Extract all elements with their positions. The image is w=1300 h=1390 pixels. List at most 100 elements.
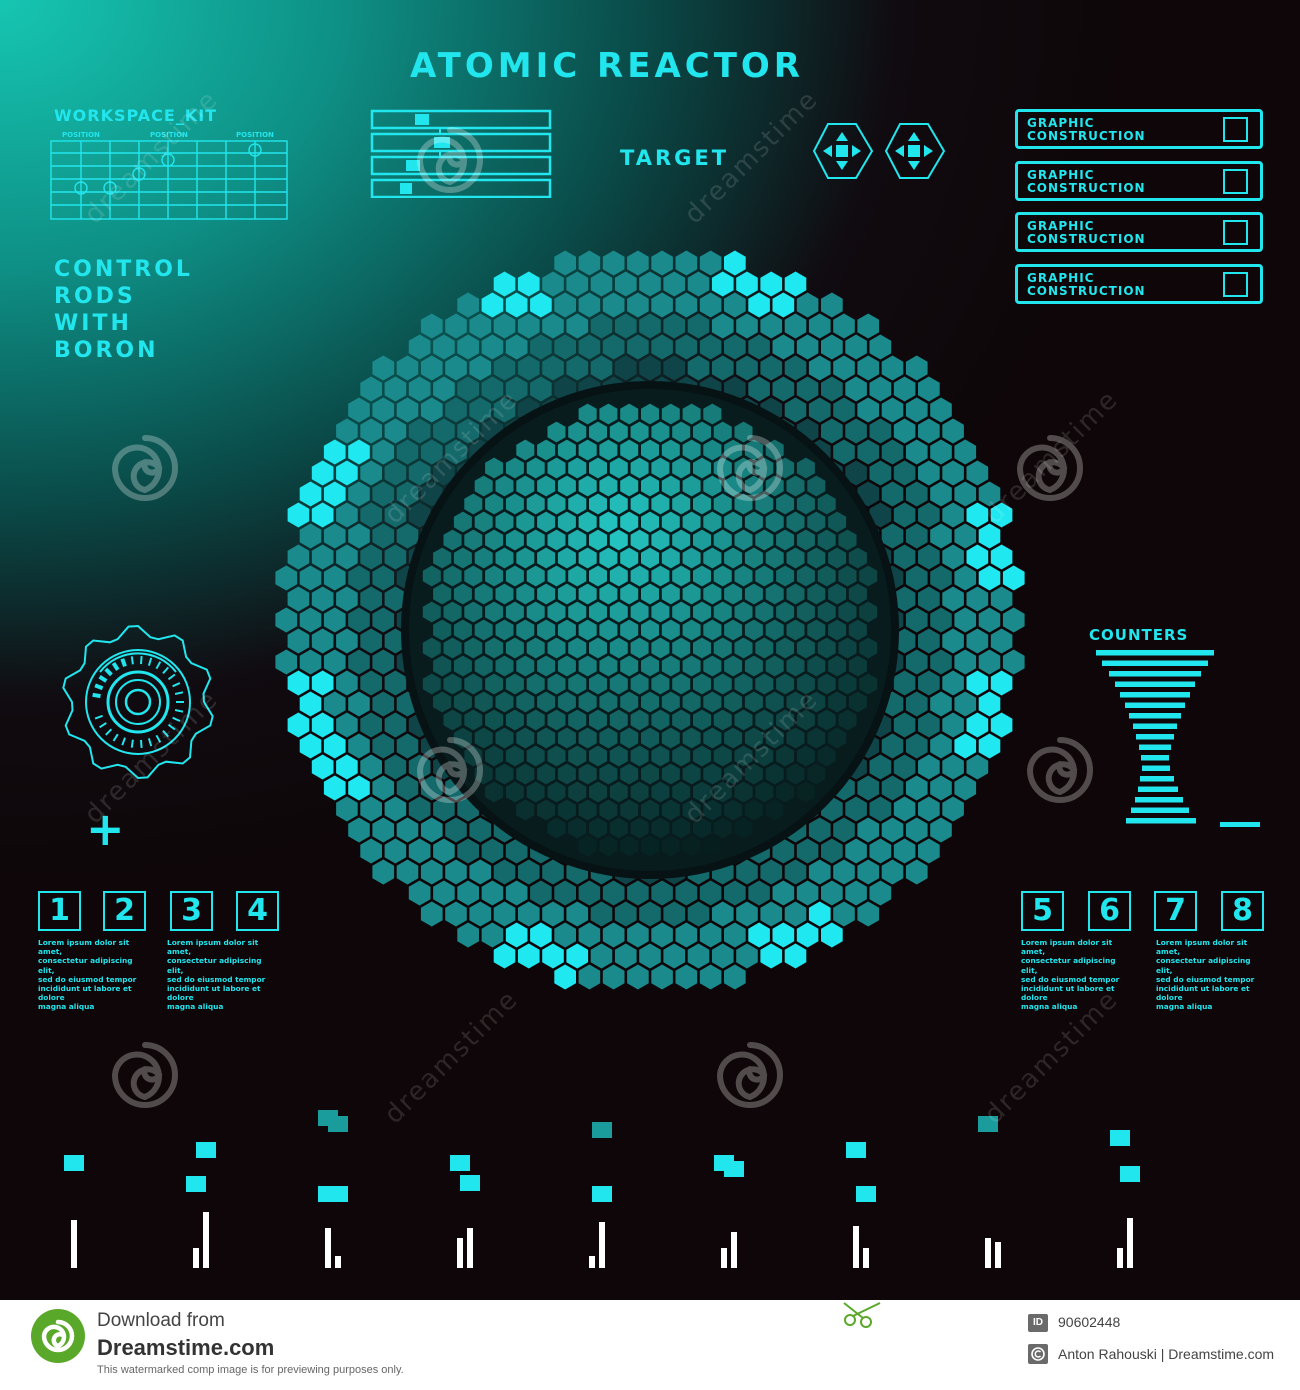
number-box[interactable]: 3 — [170, 891, 213, 931]
plus-icon[interactable]: + — [86, 802, 125, 856]
hex-cell — [821, 922, 843, 948]
hex-cell — [1002, 607, 1025, 633]
graphic-construction-button[interactable]: GRAPHIC CONSTRUCTION — [1015, 264, 1263, 304]
slider-track[interactable] — [370, 109, 552, 130]
hex-cell — [627, 292, 649, 318]
core-hex-cell — [848, 583, 867, 605]
graphic-construction-button[interactable]: GRAPHIC CONSTRUCTION — [1015, 161, 1263, 201]
core-hex-cell — [796, 565, 815, 587]
core-hex-cell — [682, 403, 701, 425]
hex-cell — [833, 313, 855, 339]
hex-cell — [918, 544, 940, 570]
checkbox[interactable] — [1223, 117, 1248, 142]
hex-cell — [711, 313, 734, 339]
checkbox[interactable] — [1223, 220, 1248, 245]
hex-cell — [323, 481, 346, 507]
hex-cell — [530, 376, 552, 402]
number-box[interactable]: 5 — [1021, 891, 1064, 931]
gear-tick — [147, 657, 153, 666]
core-hex-cell — [485, 637, 504, 659]
checkbox[interactable] — [1223, 169, 1248, 194]
slider-track[interactable] — [370, 132, 552, 153]
hex-cell — [602, 880, 625, 906]
hex-cell — [372, 397, 395, 423]
core-hex-cell — [453, 727, 472, 749]
slider-track[interactable] — [370, 155, 552, 176]
hex-cell — [821, 376, 843, 402]
hex-cell — [784, 859, 807, 885]
hex-cell — [299, 691, 322, 717]
hex-cell — [905, 607, 928, 633]
core-hex-cell — [578, 763, 597, 785]
hex-cell — [930, 439, 952, 465]
hex-cell — [857, 355, 880, 381]
slider-handle[interactable] — [434, 137, 450, 148]
hex-cell — [408, 838, 431, 864]
core-hex-cell — [495, 511, 514, 533]
hex-cell — [869, 334, 892, 360]
slider-handle[interactable] — [400, 183, 412, 194]
equalizer-bar — [599, 1222, 605, 1268]
hex-cell — [905, 859, 928, 885]
hex-cell — [905, 649, 928, 675]
core-hex-cell — [703, 835, 722, 857]
number-box[interactable]: 2 — [103, 891, 146, 931]
direction-pad-icon[interactable] — [884, 123, 946, 179]
gear-icon[interactable] — [58, 622, 218, 782]
hex-cell — [360, 544, 382, 570]
slider-handle[interactable] — [406, 160, 420, 171]
hex-cell — [336, 712, 358, 738]
hex-cell — [323, 439, 346, 465]
counter-bar — [1135, 797, 1183, 803]
number-box[interactable]: 1 — [38, 891, 81, 931]
number-box[interactable]: 4 — [236, 891, 279, 931]
workspace-grid-widget[interactable] — [50, 140, 290, 222]
hex-cell — [348, 397, 370, 423]
checkbox[interactable] — [1223, 272, 1248, 297]
core-hex-cell — [641, 583, 659, 605]
hex-cell — [348, 775, 370, 801]
number-box[interactable]: 8 — [1221, 891, 1264, 931]
core-hex-cell — [776, 493, 795, 515]
hex-cell — [736, 901, 758, 927]
core-hex-cell — [744, 475, 763, 497]
core-hex-cell — [848, 691, 867, 713]
hex-cell — [372, 691, 395, 717]
hex-cell — [614, 355, 637, 381]
hex-cell — [784, 943, 807, 969]
hex-cell — [808, 817, 831, 843]
hex-cell — [845, 334, 867, 360]
site-name-link[interactable]: Dreamstime.com — [97, 1335, 275, 1360]
equalizer-bar — [853, 1226, 859, 1268]
direction-pad-icon[interactable] — [812, 123, 874, 179]
core-hex-cell — [599, 655, 618, 677]
hex-cell — [772, 292, 795, 318]
hex-cell — [554, 250, 576, 276]
counter-bar — [1138, 786, 1178, 792]
core-hex-cell — [672, 781, 691, 803]
minus-icon[interactable] — [1220, 822, 1260, 827]
number-box[interactable]: 6 — [1088, 891, 1131, 931]
hex-cell — [833, 859, 855, 885]
core-hex-cell — [641, 547, 659, 569]
core-hex-cell — [526, 457, 545, 479]
core-hex-cell — [765, 799, 784, 821]
slider-handle[interactable] — [415, 114, 429, 125]
hex-cell — [566, 901, 589, 927]
hex-cell — [687, 271, 710, 297]
core-hex-cell — [651, 637, 670, 659]
core-hex-cell — [495, 475, 514, 497]
hex-cell — [808, 397, 831, 423]
number-box[interactable]: 7 — [1154, 891, 1197, 931]
core-hex-cell — [609, 673, 628, 695]
hex-cell — [469, 859, 492, 885]
graphic-construction-button[interactable]: GRAPHIC CONSTRUCTION — [1015, 212, 1263, 252]
hex-cell — [942, 502, 964, 528]
hex-cell — [663, 943, 686, 969]
hex-cell — [408, 880, 431, 906]
slider-track[interactable] — [370, 178, 552, 198]
hex-cell — [469, 817, 492, 843]
hex-cell — [348, 523, 370, 549]
hex-cell — [299, 481, 322, 507]
graphic-construction-button[interactable]: GRAPHIC CONSTRUCTION — [1015, 109, 1263, 149]
